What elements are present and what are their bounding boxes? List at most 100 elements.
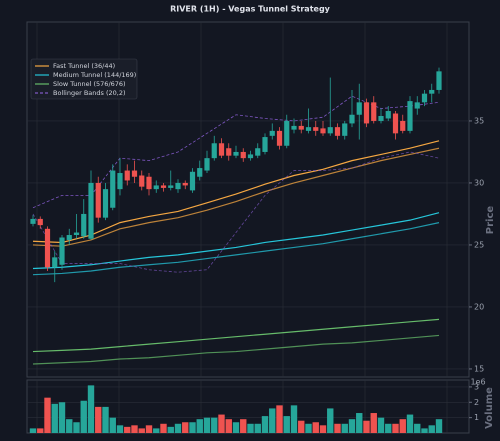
volume-bar [356,413,363,433]
legend-label: Slow Tunnel (576/676) [53,80,126,88]
candle-body [429,89,435,94]
indicator-line [32,318,440,353]
candle-body [218,143,225,156]
indicator-line [32,334,440,365]
volume-bar [218,414,225,433]
candle-body [284,120,290,146]
candle-body [255,148,261,156]
volume-bar [225,419,232,433]
volume-bar [102,406,109,433]
candle-body [414,102,420,109]
volume-bar [406,414,414,433]
volume-bar [189,422,196,433]
volume-bar [66,419,73,433]
candle-body [240,151,246,159]
y-tick-label: 2 [474,398,479,407]
candle-body [44,228,51,268]
volume-axis-label: Volume [484,387,495,429]
candle-body [124,170,130,181]
volume-bar [29,428,37,433]
legend-label: Bollinger Bands (20,2) [53,89,126,97]
y-tick-label: 30 [474,178,484,187]
volume-bar [95,406,102,433]
candle-body [30,218,36,224]
candle-body [226,148,232,156]
candle-body [110,170,116,208]
legend-label: Fast Tunnel (36/44) [53,62,115,70]
candle-body [392,113,399,134]
indicator-line [32,222,440,276]
volume-bar [269,408,276,433]
candle-body [52,257,58,268]
candle-body [189,171,196,191]
y-tick-label: 35 [474,116,484,125]
y-tick-label: 3 [474,382,479,391]
volume-bar [385,423,392,433]
legend-label: Medium Tunnel (144/169) [53,71,136,79]
volume-bar [399,419,406,433]
candle-body [59,237,65,265]
volume-bar [312,422,319,433]
candle-body [327,127,333,134]
candle-body [421,93,428,103]
volume-bar [247,423,254,433]
legend-box [30,58,138,100]
y-tick-label: 25 [474,240,484,249]
volume-bar [341,423,348,433]
volume-bar [203,417,211,433]
y-axis-label: Price [485,206,496,235]
candle-body [363,102,370,124]
volume-bar [182,422,189,433]
legend: Fast Tunnel (36/44)Medium Tunnel (144/16… [30,58,138,100]
volume-bar [348,419,356,433]
candle-body [88,182,94,239]
volume-bar [232,422,240,433]
candle-body [371,102,377,121]
indicator-line [32,151,440,273]
candle-body [349,114,355,124]
y-tick-label: 1 [474,413,479,422]
volume-bar [211,417,218,433]
candle-body [276,130,283,146]
volume-bar [377,417,385,433]
volume-bar [109,417,116,433]
candle-body [400,120,406,131]
candle-body [182,182,188,186]
candle-body [233,151,239,156]
volume-bar [124,426,131,433]
indicator-line [32,147,440,247]
volume-bar [370,413,377,433]
candle-body [378,115,384,121]
candle-body [305,127,312,131]
volume-bar [44,397,51,433]
y-tick-label: 15 [474,364,484,373]
volume-bar [298,420,305,433]
volume-bar [160,423,167,433]
volume-bar [58,402,66,433]
candle-body [262,137,268,152]
volume-bar [414,423,421,433]
volume-bar [37,428,44,433]
volume-bar [283,416,290,433]
y-tick-label: 20 [474,302,484,311]
candle-body [334,127,341,136]
volume-bar [305,423,312,433]
volume-bar [421,428,428,433]
candle-body [66,235,72,240]
candle-body [131,170,138,177]
chart-title: RIVER (1H) - Vegas Tunnel Strategy [170,5,331,14]
candle-body [102,189,109,218]
candle-body [197,168,203,177]
candle-body [247,154,254,159]
volume-bar [131,425,138,433]
volume-bar [276,405,283,433]
candle-body [81,213,87,237]
candle-body [37,218,43,226]
indicator-line [32,140,440,244]
candle-body [153,185,159,190]
volume-panel: 1 2 3 [26,379,479,434]
volume-bar [428,425,435,433]
volume-bar [327,408,334,433]
volume-bar [174,423,182,433]
